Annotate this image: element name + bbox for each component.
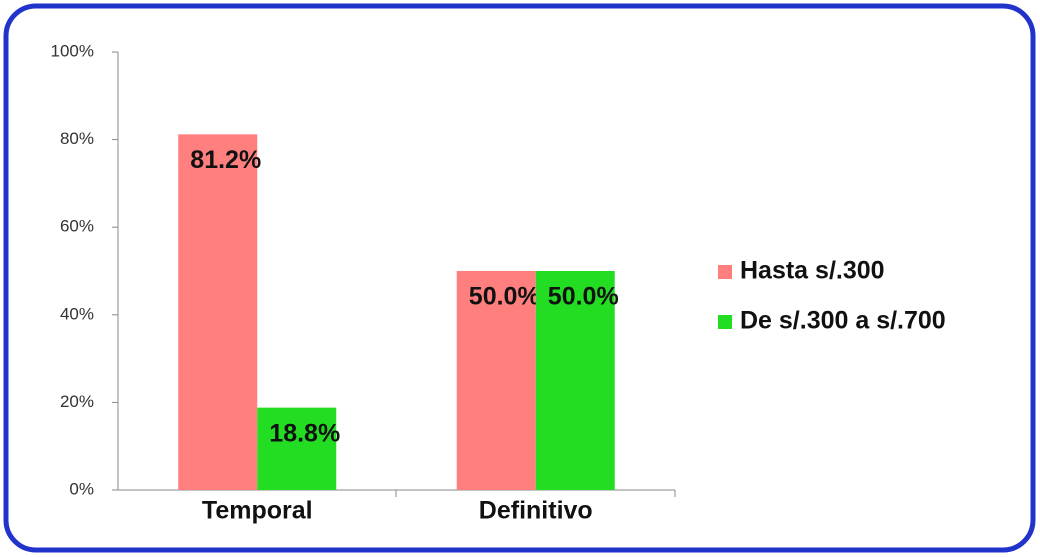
y-tick-label: 80% bbox=[60, 129, 94, 148]
legend-swatch bbox=[718, 265, 732, 279]
bar bbox=[257, 407, 337, 490]
legend-label: De s/.300 a s/.700 bbox=[740, 307, 946, 335]
y-tick-label: 60% bbox=[60, 217, 94, 236]
y-tick-label: 0% bbox=[69, 479, 94, 498]
y-tick-label: 100% bbox=[51, 41, 94, 60]
data-label: 50.0% bbox=[548, 283, 619, 311]
y-tick-label: 20% bbox=[60, 392, 94, 411]
y-tick-label: 40% bbox=[60, 304, 94, 323]
legend-label: Hasta s/.300 bbox=[740, 257, 885, 285]
x-tick-label: Definitivo bbox=[479, 497, 593, 525]
data-label: 81.2% bbox=[190, 146, 261, 174]
data-label: 18.8% bbox=[269, 419, 340, 447]
x-tick-label: Temporal bbox=[202, 497, 313, 525]
bar bbox=[456, 271, 536, 490]
bar bbox=[535, 271, 615, 490]
data-label: 50.0% bbox=[469, 283, 540, 311]
legend-swatch bbox=[718, 315, 732, 329]
bar bbox=[178, 134, 258, 490]
